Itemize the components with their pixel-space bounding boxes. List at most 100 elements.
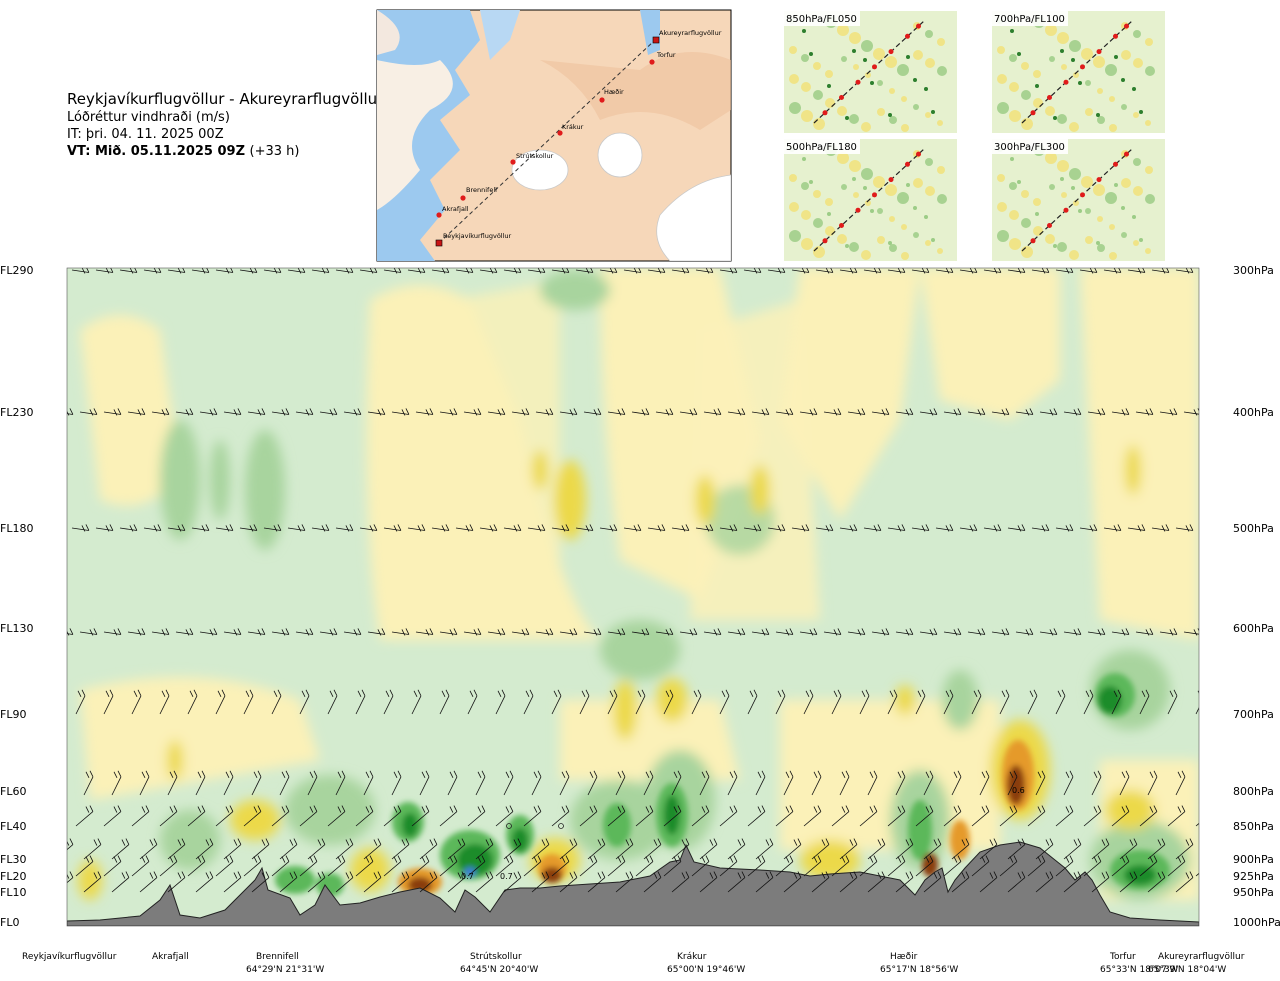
wind-barb [727, 838, 746, 860]
wind-barb [895, 628, 914, 636]
wind-barb [923, 838, 942, 860]
wind-barb [699, 871, 718, 893]
level-thumbnail: 500hPa/FL180 [784, 139, 957, 261]
wind-barb [695, 268, 714, 274]
wind-barb [743, 524, 762, 532]
wind-barb [839, 871, 858, 893]
wind-barb [355, 689, 366, 715]
valid-time: VT: Mið. 05.11.2025 09Z (+33 h) [67, 144, 300, 159]
wind-barb [1175, 871, 1194, 893]
wind-barb [279, 838, 298, 860]
wind-barb [191, 524, 210, 532]
wind-barb [439, 689, 450, 715]
wind-barb [815, 268, 834, 274]
wind-barb [475, 871, 494, 893]
wind-barb [1167, 855, 1186, 877]
wind-barb [535, 628, 554, 636]
wind-barb [195, 871, 214, 893]
wind-barb [983, 524, 1002, 532]
right-tick-label: 925hPa [1233, 870, 1274, 883]
wind-barb [755, 871, 774, 893]
wind-barb [103, 689, 114, 715]
wind-barb [635, 805, 654, 827]
left-tick-label: FL290 [0, 264, 33, 277]
wind-barb [79, 628, 98, 636]
wind-barb [551, 805, 570, 827]
wind-barb [1015, 408, 1034, 416]
wind-barb [75, 689, 86, 715]
wind-barb [495, 855, 514, 877]
wind-barb [703, 408, 722, 416]
wind-barb [867, 770, 878, 796]
wind-barb [719, 805, 738, 827]
level-thumbnail: 850hPa/FL050 [784, 11, 957, 133]
wind-barb [287, 268, 306, 274]
wind-barb [455, 524, 474, 532]
wind-barb [439, 805, 458, 827]
wind-barb [1139, 805, 1158, 827]
wind-barb [503, 524, 522, 532]
left-tick-label: FL130 [0, 622, 33, 635]
right-tick-label: 850hPa [1233, 820, 1274, 833]
wind-barb [215, 805, 234, 827]
wind-barb [527, 268, 546, 274]
wind-barb [187, 805, 206, 827]
wind-barb [191, 268, 210, 274]
x-axis-waypoints: Reykjavíkurflugvöllur Akrafjall Brennifell… [22, 952, 1245, 975]
wind-barb [579, 805, 598, 827]
wind-barb [139, 871, 158, 893]
wind-barb [199, 408, 218, 416]
wind-barb [411, 689, 422, 715]
wind-barb [363, 838, 382, 860]
wind-barb [575, 268, 594, 274]
wind-barb [407, 524, 426, 532]
level-thumbnail: 300hPa/FL300 [992, 139, 1165, 261]
wind-barb [511, 408, 530, 416]
wind-barb [999, 805, 1018, 827]
wind-barb [583, 408, 602, 416]
wind-barb [1087, 408, 1106, 416]
wind-barb [1195, 690, 1199, 715]
left-tick-label: FL10 [0, 886, 26, 899]
wind-barb [151, 628, 170, 636]
wind-barb [767, 524, 786, 532]
wind-barb [167, 268, 186, 274]
wind-barb [959, 268, 978, 274]
wind-barb [531, 838, 550, 860]
wind-barb [1055, 855, 1074, 877]
wind-barb [83, 871, 102, 893]
left-tick-label: FL20 [0, 870, 26, 883]
annotation-3: 0.6 [1012, 786, 1025, 795]
wind-barb [559, 770, 570, 796]
wind-barb [343, 408, 362, 416]
wind-barb [187, 689, 198, 715]
wind-barb [71, 268, 90, 274]
wind-barb [719, 855, 738, 877]
wind-barb [307, 770, 318, 796]
wind-barb [607, 689, 618, 715]
wind-barb [243, 689, 254, 715]
wind-barb [119, 268, 138, 274]
wind-barb [959, 524, 978, 532]
wind-barb [131, 855, 150, 877]
wind-barb [575, 524, 594, 532]
wind-barb [1119, 838, 1138, 860]
wind-barb [307, 871, 326, 893]
wind-barb [579, 855, 598, 877]
wind-barb [635, 855, 654, 877]
wind-barb [223, 628, 242, 636]
wind-barb [251, 838, 270, 860]
wind-barb [431, 268, 450, 274]
wind-barb [915, 689, 926, 715]
wind-barb [111, 770, 122, 796]
wind-barb [1119, 871, 1138, 893]
wind-barb [279, 770, 290, 796]
wind-barb [915, 805, 934, 827]
wind-barb [319, 408, 338, 416]
wind-barb [775, 855, 794, 877]
wind-barb [223, 838, 242, 860]
wind-barb [859, 805, 878, 827]
wind-barb [999, 855, 1018, 877]
wind-barb [279, 871, 298, 893]
wind-barb [391, 628, 410, 636]
